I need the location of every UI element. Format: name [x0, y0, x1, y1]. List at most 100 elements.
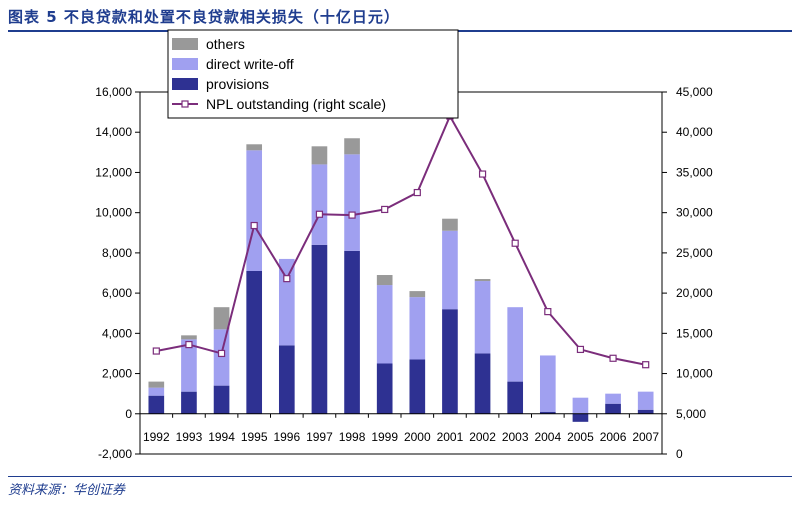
bar-provisions-2005	[572, 413, 589, 422]
bar-direct-write-off-2002	[474, 281, 491, 354]
bar-direct-write-off-1999	[376, 285, 393, 364]
legend-swatch-provisions	[172, 78, 198, 90]
legend: others direct write-off provisions NPL o…	[167, 29, 459, 119]
left-axis-tick-label: 8,000	[102, 246, 132, 260]
x-axis-label-1992: 1992	[143, 430, 170, 444]
legend-box	[167, 29, 459, 119]
bar-others-1995	[246, 144, 263, 151]
legend-swatch-npl-marker	[181, 100, 189, 108]
x-axis-label-2002: 2002	[469, 430, 496, 444]
bar-direct-write-off-1994	[213, 329, 230, 386]
left-axis-tick-label: 12,000	[95, 165, 132, 179]
bar-others-2000	[409, 291, 426, 298]
right-axis: 45,000 40,000 35,000 30,000 25,000 20,000 15,0…	[662, 85, 713, 461]
right-axis-tick-label: 40,000	[676, 125, 713, 139]
npl-point-2004	[544, 308, 552, 316]
bar-provisions-2007	[637, 409, 654, 414]
bar-direct-write-off-2001	[442, 230, 458, 310]
x-axis-label-1993: 1993	[176, 430, 203, 444]
x-axis-label-1997: 1997	[306, 430, 333, 444]
bar-provisions-1994	[213, 385, 230, 414]
left-axis-tick-label: 2,000	[102, 367, 132, 381]
bar-provisions-1999	[376, 363, 393, 414]
bar-provisions-1998	[344, 250, 360, 414]
npl-point-1997	[315, 210, 324, 218]
npl-point-1993	[185, 340, 193, 349]
source-note: 资料来源：华创证券	[8, 483, 126, 498]
bar-direct-write-off-2000	[409, 297, 426, 360]
left-axis: 16,000 14,000 12,000 10,000 8,000 6,000 4,000 2…	[95, 85, 140, 461]
left-axis-tick-label: -2,000	[98, 447, 132, 461]
bar-others-1998	[344, 138, 360, 155]
npl-point-2007	[642, 361, 650, 369]
left-axis-tick-label: 10,000	[95, 206, 132, 220]
right-axis-tick-label: 20,000	[676, 286, 713, 300]
footer-rule	[8, 476, 792, 477]
legend-label-provisions: provisions	[206, 76, 269, 92]
bar-direct-write-off-1993	[181, 339, 197, 392]
legend-label-others: others	[206, 36, 245, 52]
x-axis-label-1998: 1998	[339, 430, 366, 444]
left-axis-tick-label: 6,000	[102, 286, 132, 300]
bar-direct-write-off-1992	[148, 387, 165, 396]
npl-point-2006	[609, 354, 617, 362]
x-axis-label-2001: 2001	[437, 430, 464, 444]
bar-provisions-1993	[181, 391, 197, 414]
right-axis-tick-label: 15,000	[676, 326, 713, 340]
bar-provisions-1995	[246, 270, 263, 414]
legend-label-direct-write-off: direct write-off	[206, 56, 294, 72]
bar-others-1994	[213, 307, 230, 330]
bar-others-1992	[148, 381, 165, 388]
left-axis-tick-label: 0	[125, 407, 132, 421]
npl-point-1996	[283, 275, 291, 283]
bar-provisions-2006	[605, 403, 621, 414]
right-axis-tick-label: 45,000	[676, 85, 713, 99]
bar-direct-write-off-2004	[539, 355, 556, 412]
npl-point-1992	[152, 347, 160, 355]
x-axis-label-1994: 1994	[208, 430, 235, 444]
chart-title-bar: 图表 5 不良贷款和处置不良贷款相关损失（十亿日元）	[8, 4, 792, 30]
x-axis-label-1995: 1995	[241, 430, 268, 444]
x-axis-label-2004: 2004	[534, 430, 561, 444]
bar-provisions-1992	[148, 395, 165, 414]
left-axis-tick-label: 14,000	[95, 125, 132, 139]
right-axis-tick-label: 10,000	[676, 367, 713, 381]
bar-others-1999	[376, 275, 393, 286]
npl-outstanding-line	[156, 113, 646, 366]
bar-direct-write-off-2007	[637, 391, 654, 410]
bar-provisions-2000	[409, 359, 426, 414]
legend-label-npl-outstanding: NPL outstanding (right scale)	[206, 96, 386, 112]
npl-point-1998	[348, 211, 356, 219]
left-axis-tick-label: 16,000	[95, 85, 132, 99]
bar-others-1993	[181, 335, 197, 340]
bar-provisions-1997	[311, 244, 328, 414]
bar-direct-write-off-1998	[344, 154, 360, 251]
left-axis-tick-label: 4,000	[102, 326, 132, 340]
x-axis-label-1996: 1996	[273, 430, 300, 444]
npl-point-2002	[478, 170, 487, 178]
bars	[148, 138, 654, 422]
bar-provisions-1996	[278, 345, 295, 414]
legend-swatch-direct-write-off	[172, 58, 198, 70]
x-axis-label-2007: 2007	[632, 430, 659, 444]
x-axis-label-2005: 2005	[567, 430, 594, 444]
bar-direct-write-off-1995	[246, 150, 263, 271]
right-axis-tick-label: 0	[676, 447, 683, 461]
bar-direct-write-off-1996	[278, 258, 295, 346]
right-axis-tick-label: 5,000	[676, 407, 706, 421]
bar-provisions-2002	[474, 353, 491, 414]
bar-provisions-2001	[442, 309, 458, 414]
bar-direct-write-off-2006	[605, 393, 621, 404]
bar-others-2002	[474, 279, 491, 282]
bar-provisions-2003	[507, 381, 524, 414]
chart-title: 图表 5 不良贷款和处置不良贷款相关损失（十亿日元）	[8, 8, 400, 26]
npl-point-1999	[381, 205, 389, 214]
bar-others-1997	[311, 146, 328, 165]
legend-swatch-others	[172, 38, 198, 50]
npl-point-2003	[511, 239, 519, 247]
npl-point-2005	[576, 345, 585, 354]
npl-line-series	[152, 112, 650, 369]
bar-direct-write-off-1997	[311, 164, 328, 245]
npl-point-1994	[217, 349, 226, 358]
